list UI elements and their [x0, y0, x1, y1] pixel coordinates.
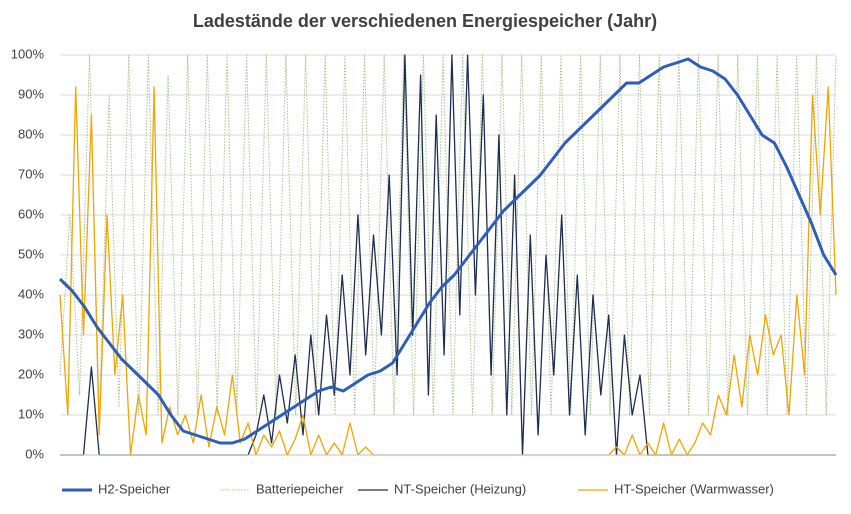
- series-line: [58, 57, 838, 445]
- chart-title: Ladestände der verschiedenen Energiespei…: [193, 11, 657, 31]
- y-tick-label: 0%: [25, 446, 44, 461]
- y-tick-label: 60%: [18, 206, 44, 221]
- legend-label: H2-Speicher: [98, 481, 171, 496]
- legend-label: HT-Speicher (Warmwasser): [614, 481, 774, 496]
- y-tick-label: 50%: [18, 246, 44, 261]
- y-tick-label: 10%: [18, 406, 44, 421]
- series-line: [59, 54, 837, 416]
- y-tick-label: 40%: [18, 286, 44, 301]
- y-tick-label: 80%: [18, 126, 44, 141]
- y-tick-label: 70%: [18, 166, 44, 181]
- legend-label: NT-Speicher (Heizung): [394, 481, 526, 496]
- legend-label: Batteriepeicher: [256, 481, 344, 496]
- y-tick-label: 20%: [18, 366, 44, 381]
- y-tick-label: 100%: [11, 46, 45, 61]
- y-tick-label: 90%: [18, 86, 44, 101]
- y-tick-label: 30%: [18, 326, 44, 341]
